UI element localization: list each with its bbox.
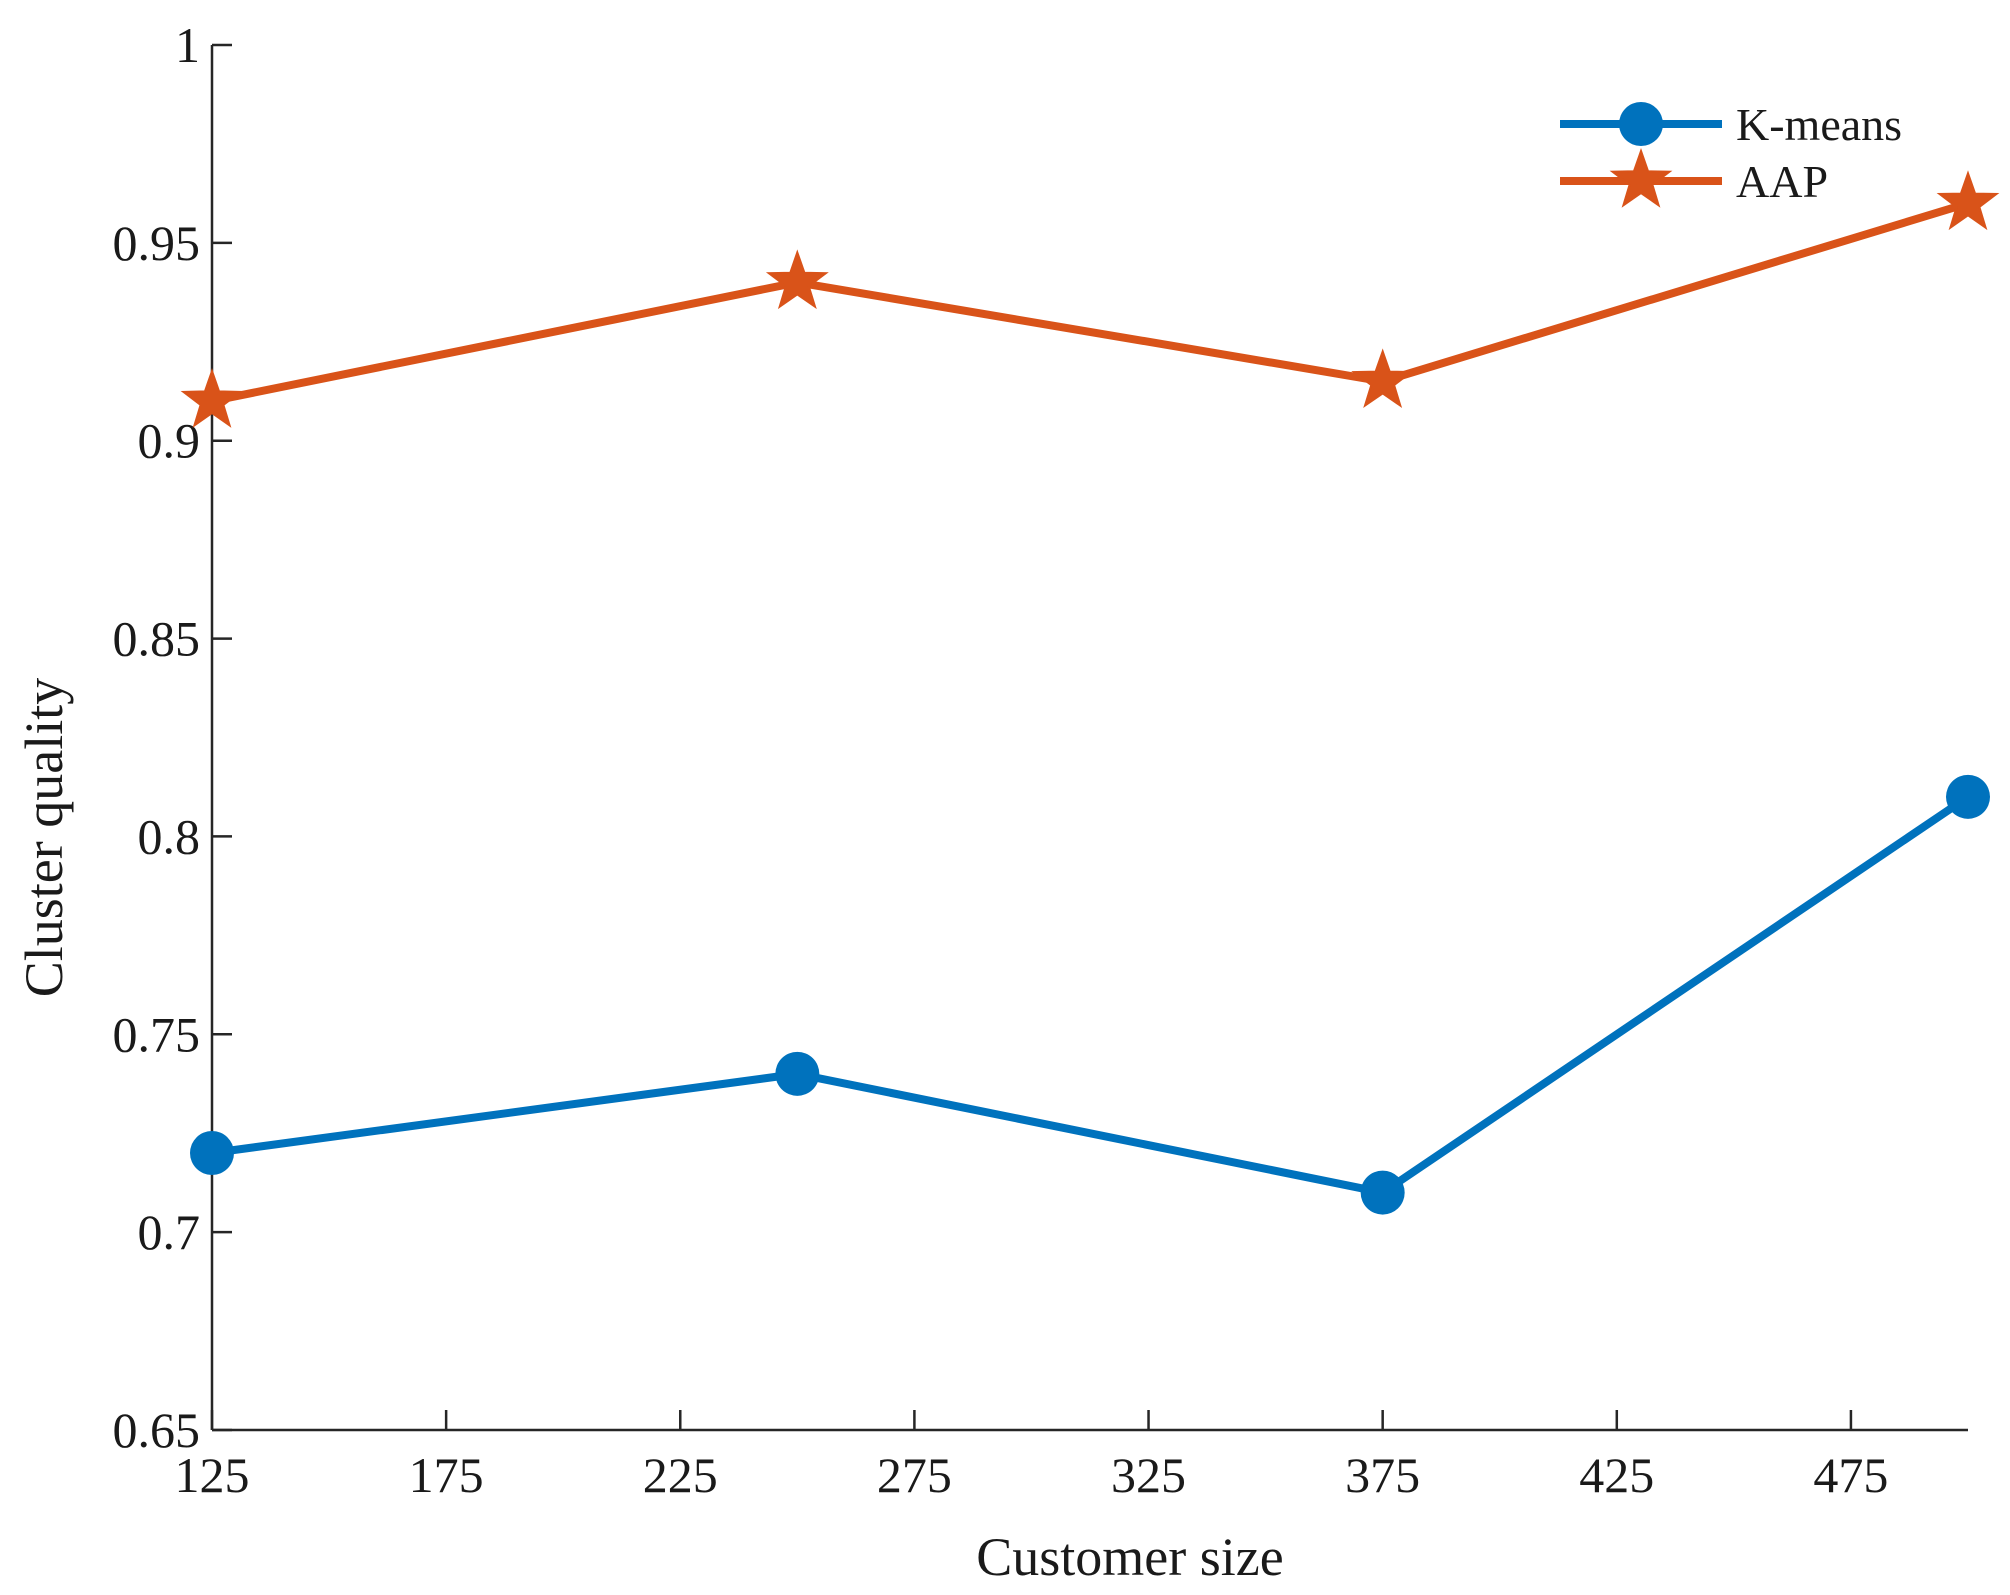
x-tick-label: 175 [409,1447,484,1503]
aap-point [180,368,244,428]
x-tick-label: 325 [1111,1447,1186,1503]
series-k-means [190,774,1990,1215]
y-axis-title: Cluster quality [14,678,74,997]
x-tick-label: 125 [175,1447,250,1503]
x-tick-label: 375 [1345,1447,1420,1503]
k-means-point [190,1131,234,1175]
y-ticks: 0.65 0.7 0.75 0.8 0.85 0.9 0.95 1 [113,17,232,1458]
legend-label: AAP [1736,156,1828,207]
aap-line [211,199,1970,406]
y-tick-label: 0.9 [138,413,201,469]
x-tick-label: 425 [1579,1447,1654,1503]
series-aap [180,170,2000,428]
k-means-point [775,1051,820,1096]
x-tick-label: 475 [1813,1447,1888,1503]
x-ticks: 125 175 225 275 325 375 425 475 [175,1410,1888,1503]
legend-marker [1619,102,1663,146]
k-means-line [211,793,1971,1197]
legend-marker [1609,147,1673,208]
k-means-point [1360,1170,1405,1215]
y-tick-label: 0.75 [113,1006,201,1062]
y-tick-label: 1 [175,17,200,73]
legend-label: K-means [1736,99,1902,150]
x-axis-title: Customer size [976,1527,1283,1587]
x-tick-label: 275 [877,1447,952,1503]
aap-point [765,249,829,310]
aap-point [1936,170,2000,231]
aap-point [1351,348,1415,409]
legend: K-means AAP [1560,99,1902,208]
y-tick-label: 0.95 [113,215,201,271]
k-means-point [1946,774,1990,819]
y-tick-label: 0.85 [113,611,201,667]
x-tick-label: 225 [643,1447,718,1503]
legend-entry-aap: AAP [1560,147,1828,208]
y-tick-label: 0.8 [138,808,201,864]
series [180,170,2000,1215]
axes [210,45,1968,1432]
y-tick-label: 0.65 [113,1402,201,1458]
legend-entry-k-means: K-means [1560,99,1902,150]
y-tick-label: 0.7 [138,1204,201,1260]
